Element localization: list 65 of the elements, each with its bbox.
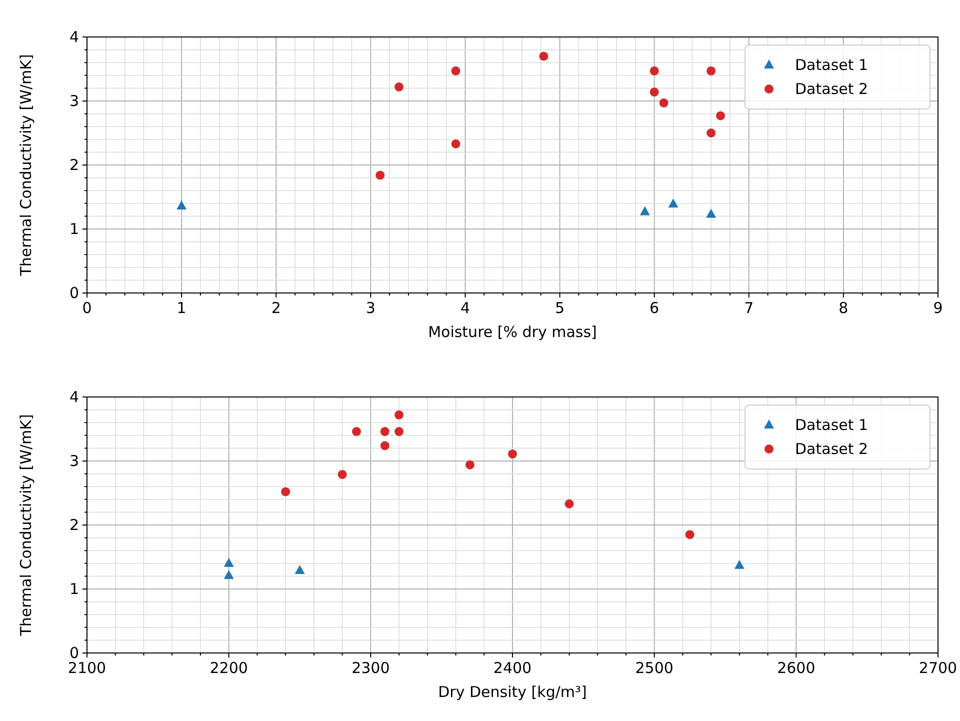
x-tick-label: 9 bbox=[933, 299, 943, 317]
y-axis-title: Thermal Conductivity [W/mK] bbox=[17, 414, 35, 637]
point bbox=[338, 470, 347, 479]
x-tick-label: 2200 bbox=[210, 659, 248, 677]
x-tick-label: 4 bbox=[460, 299, 470, 317]
legend-label: Dataset 1 bbox=[795, 416, 868, 434]
x-axis-title: Dry Density [kg/m³] bbox=[438, 683, 587, 701]
x-tick-label: 2300 bbox=[352, 659, 390, 677]
point bbox=[394, 427, 404, 436]
y-tick-label: 4 bbox=[69, 28, 79, 46]
x-tick-label: 1 bbox=[176, 299, 186, 317]
y-tick-label: 1 bbox=[69, 220, 79, 238]
y-tick-label: 2 bbox=[69, 156, 79, 174]
x-tick-label: 8 bbox=[838, 299, 848, 317]
point bbox=[176, 200, 187, 210]
x-tick-label: 7 bbox=[744, 299, 754, 317]
point bbox=[394, 82, 404, 92]
legend-label: Dataset 2 bbox=[795, 440, 868, 458]
y-tick-label: 3 bbox=[69, 92, 79, 110]
x-tick-label: 2700 bbox=[918, 659, 958, 677]
point bbox=[668, 198, 678, 208]
point bbox=[376, 170, 385, 180]
point bbox=[640, 206, 650, 216]
y-tick-label: 0 bbox=[69, 284, 79, 302]
point bbox=[294, 564, 305, 574]
x-tick-label: 2100 bbox=[68, 659, 106, 677]
point bbox=[394, 410, 404, 420]
x-axis-title: Moisture [% dry mass] bbox=[428, 323, 597, 341]
point bbox=[706, 208, 716, 218]
point bbox=[451, 66, 460, 76]
x-tick-label: 3 bbox=[366, 299, 376, 317]
y-tick-label: 1 bbox=[69, 580, 79, 598]
point bbox=[716, 111, 726, 120]
y-tick-label: 3 bbox=[69, 452, 79, 470]
point bbox=[281, 487, 290, 496]
point bbox=[685, 530, 694, 540]
point bbox=[706, 66, 716, 76]
y-axis-title: Thermal Conductivity [W/mK] bbox=[17, 54, 35, 277]
legend-label: Dataset 1 bbox=[795, 56, 868, 74]
point bbox=[465, 460, 474, 470]
point bbox=[508, 449, 517, 458]
x-tick-label: 2400 bbox=[493, 659, 532, 677]
x-tick-label: 5 bbox=[555, 299, 565, 317]
point bbox=[706, 128, 716, 138]
y-tick-label: 2 bbox=[69, 516, 79, 534]
x-tick-label: 6 bbox=[650, 299, 660, 317]
x-tick-label: 0 bbox=[82, 299, 92, 317]
x-tick-label: 2600 bbox=[777, 659, 816, 677]
point bbox=[380, 427, 390, 436]
point bbox=[650, 88, 659, 97]
y-tick-label: 0 bbox=[69, 644, 79, 662]
point bbox=[380, 441, 390, 450]
point bbox=[650, 66, 659, 76]
point bbox=[352, 427, 361, 436]
point bbox=[224, 570, 234, 580]
point bbox=[451, 139, 460, 148]
point bbox=[564, 499, 574, 508]
point bbox=[659, 98, 668, 108]
x-tick-label: 2500 bbox=[635, 659, 674, 677]
y-tick-label: 4 bbox=[69, 388, 79, 406]
x-tick-label: 2 bbox=[271, 299, 281, 317]
legend-label: Dataset 2 bbox=[795, 80, 868, 98]
point bbox=[224, 558, 234, 567]
point bbox=[734, 560, 744, 569]
point bbox=[539, 52, 548, 61]
